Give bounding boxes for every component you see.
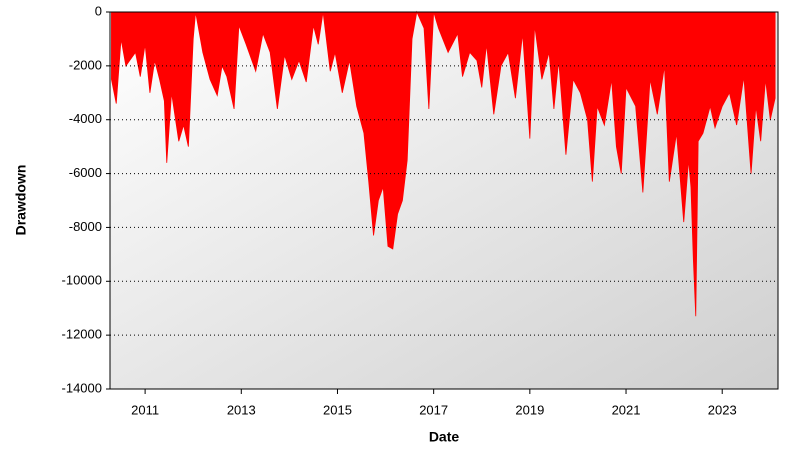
y-tick-label: -14000	[62, 380, 102, 395]
y-tick-label: 0	[95, 3, 102, 18]
y-tick-label: -4000	[69, 111, 102, 126]
y-tick-label: -12000	[62, 327, 102, 342]
x-axis-title: Date	[429, 429, 460, 445]
y-tick-label: -10000	[62, 273, 102, 288]
x-tick-label: 2023	[708, 402, 737, 417]
plot-area	[111, 10, 776, 317]
x-tick-label: 2015	[323, 402, 352, 417]
x-tick-label: 2021	[612, 402, 641, 417]
plot-frame	[109, 11, 779, 390]
y-tick-label: -2000	[69, 57, 102, 72]
x-tick-label: 2013	[227, 402, 256, 417]
y-axis-title: Drawdown	[13, 165, 29, 236]
drawdown-area	[111, 10, 776, 317]
x-tick-label: 2011	[131, 402, 159, 417]
x-tick-label: 2019	[515, 402, 544, 417]
y-tick-label: -8000	[69, 219, 102, 234]
y-tick-label: -6000	[69, 165, 102, 180]
x-tick-label: 2017	[419, 402, 448, 417]
